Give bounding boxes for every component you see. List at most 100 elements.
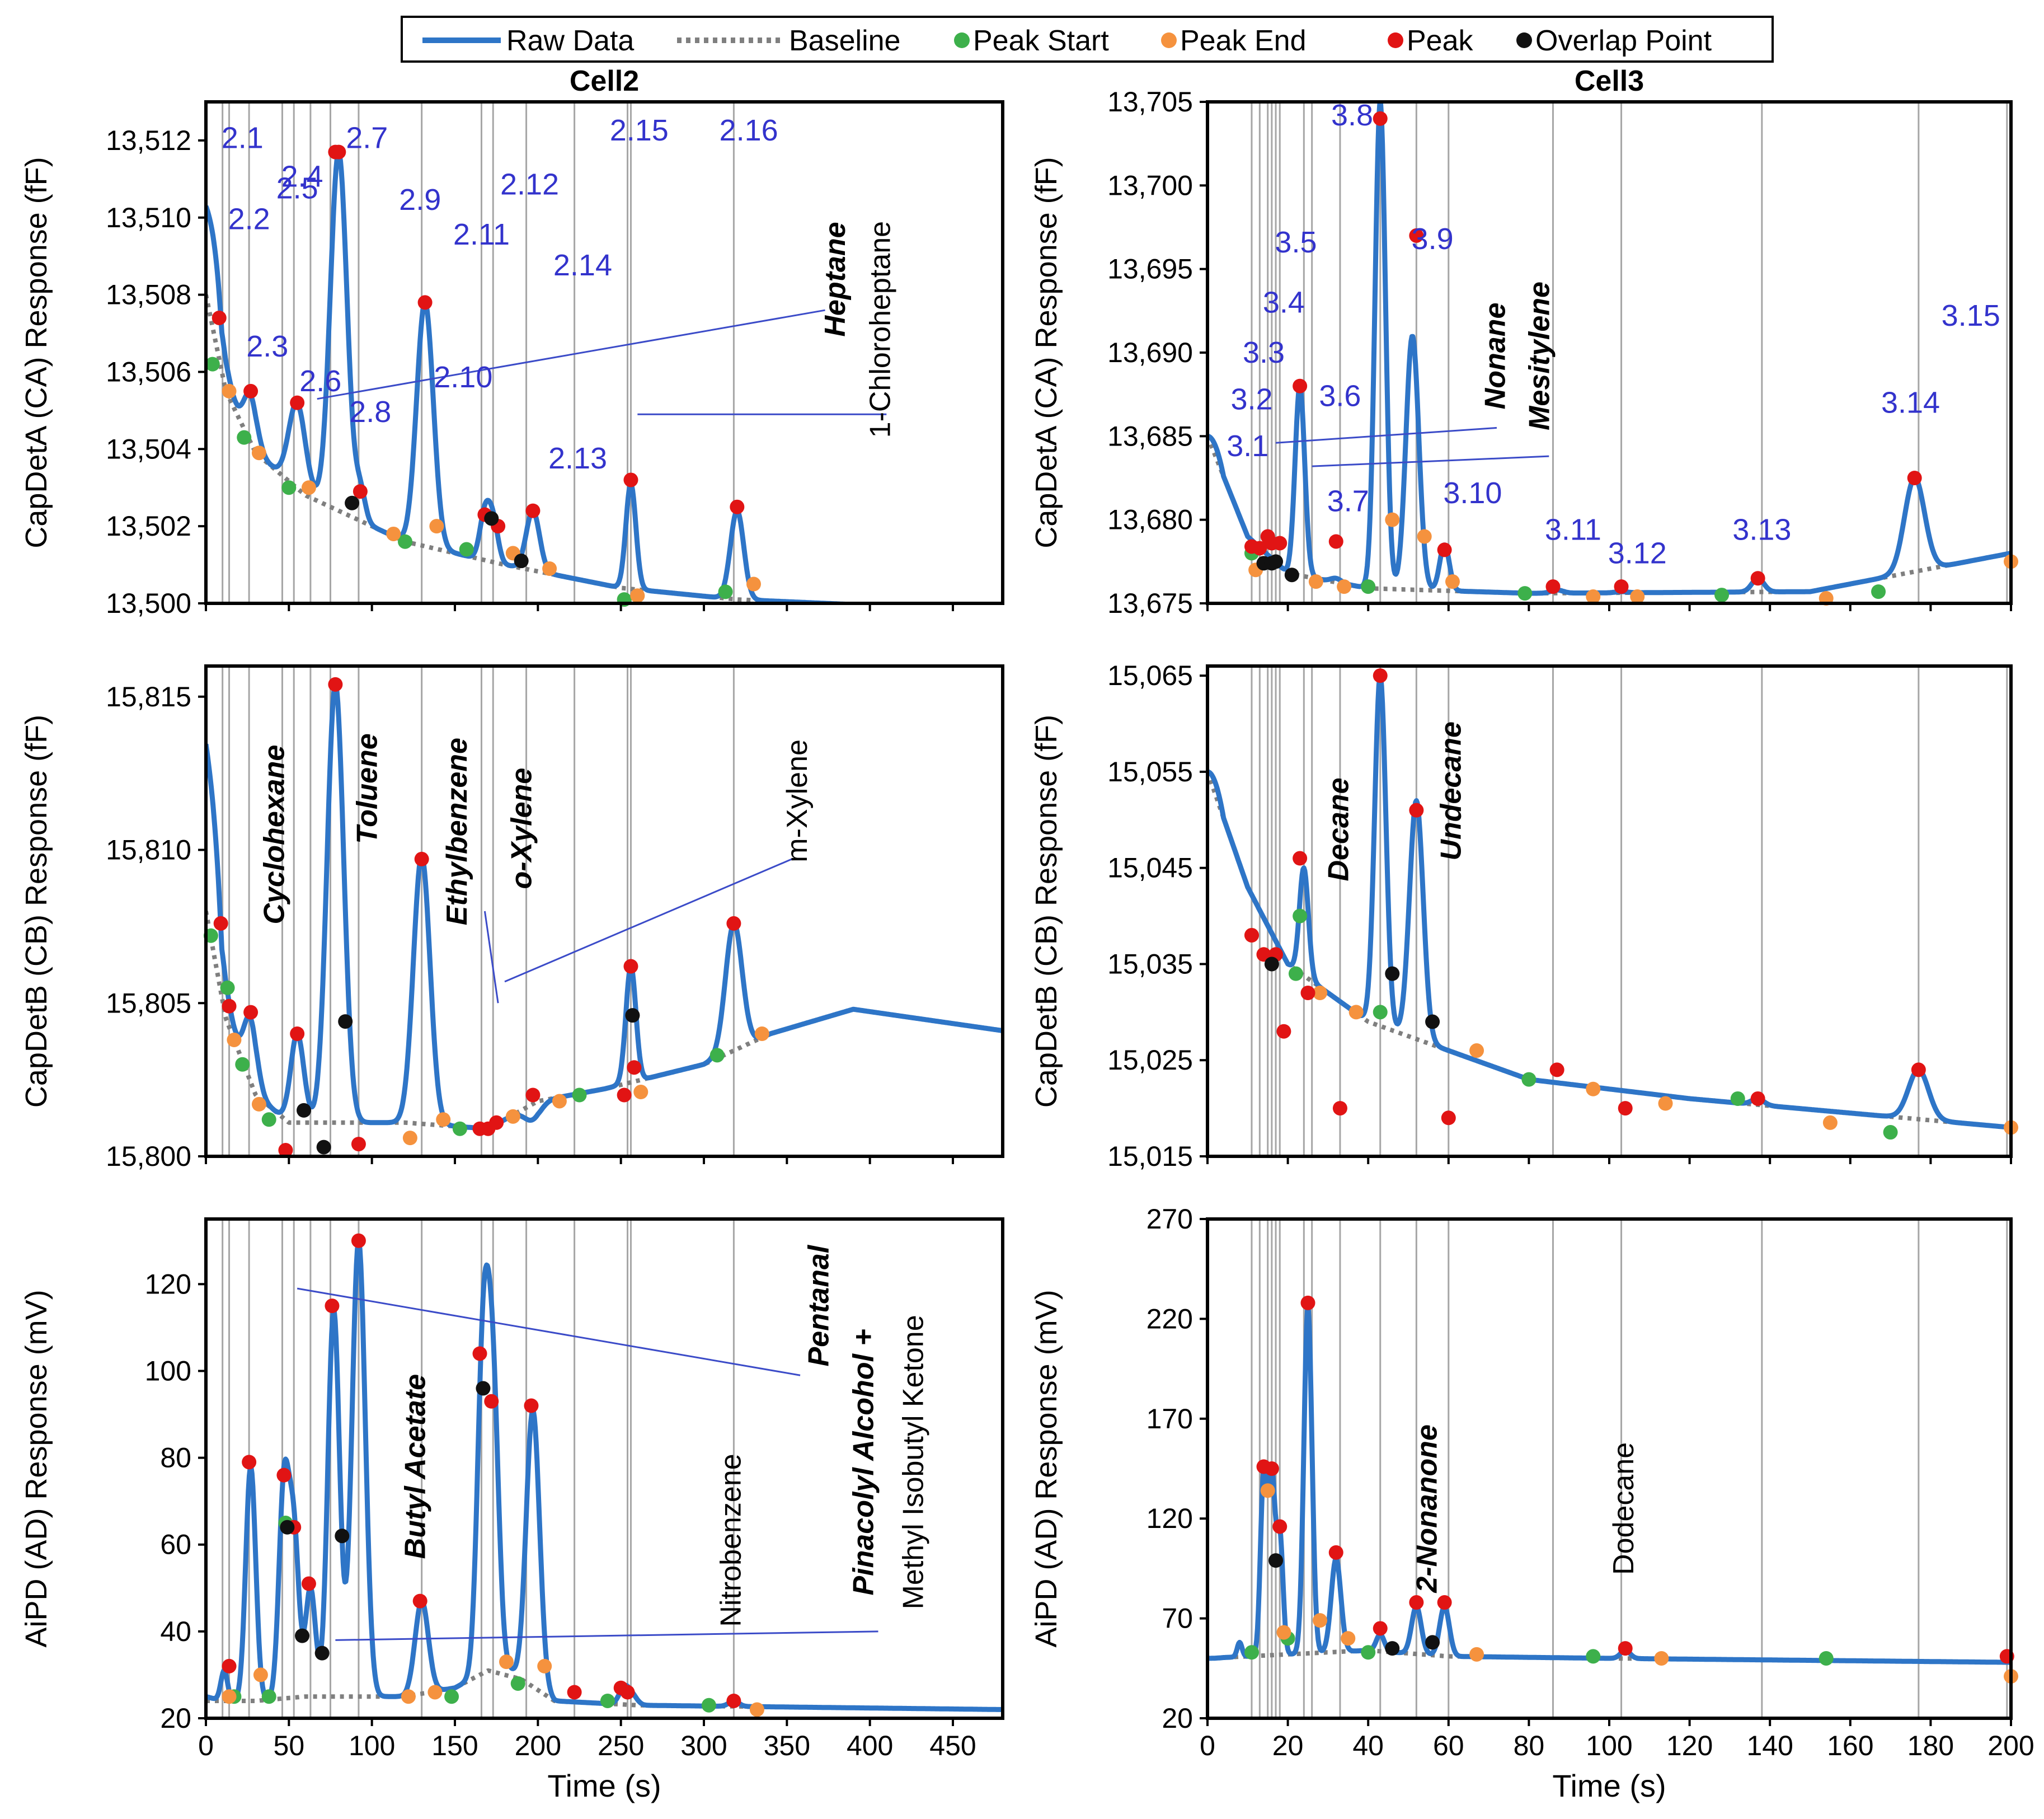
peak_end-point — [1586, 589, 1601, 604]
peak_end-point — [1260, 1483, 1275, 1498]
peak_end-point — [749, 1702, 764, 1717]
peak-markers — [1244, 111, 1922, 594]
peak-label: 2.13 — [548, 442, 607, 475]
peak_end-point — [253, 1667, 268, 1682]
peak_end-point — [1313, 1613, 1328, 1628]
peak_start-point — [718, 584, 733, 599]
compound-annotations: Butyl Acetate Nitrobenzene Pentanal Pinacol… — [400, 1244, 930, 1626]
overlap-point — [314, 1645, 330, 1661]
y-tick-label: 270 — [1146, 1203, 1193, 1235]
peak-point — [617, 1087, 632, 1103]
peak-point — [222, 1658, 237, 1673]
peak-point — [620, 1685, 635, 1700]
overlap-markers — [1256, 554, 1299, 583]
raw-data-series — [1207, 674, 2011, 1130]
leader-line — [1275, 426, 1497, 444]
y-tick-label: 13,500 — [106, 588, 191, 619]
peak-point — [1328, 534, 1343, 549]
overlap-markers — [345, 495, 529, 569]
leader-line — [317, 309, 825, 400]
x-ticks — [1206, 1156, 2012, 1164]
peak_start-point — [1586, 1649, 1601, 1664]
peak_start-point — [1517, 586, 1533, 601]
peak_start-point — [709, 1048, 725, 1063]
x-tick-label: 120 — [1666, 1730, 1713, 1761]
peak-label: 2.9 — [399, 183, 441, 217]
peak-label: 3.11 — [1545, 513, 1601, 547]
peak-point — [1373, 1621, 1388, 1636]
x-tick-label: 250 — [598, 1730, 644, 1761]
peak_end-point — [1658, 1096, 1673, 1111]
compound-annotations: Heptane 1-Chloroheptane — [819, 221, 896, 438]
x-tick-label: 150 — [431, 1730, 478, 1761]
peak-label: 2.16 — [720, 114, 778, 147]
peak-point — [1437, 1595, 1452, 1610]
peak-point — [1911, 1062, 1926, 1077]
peak-label: 3.12 — [1608, 536, 1667, 570]
y-tick-label: 13,675 — [1107, 588, 1193, 619]
peak-label: 2.15 — [610, 114, 669, 147]
peak_end-point — [429, 519, 444, 534]
compound-label: Cyclohexane — [258, 745, 290, 925]
panel-cell3-ca: 3.1 3.2 3.3 3.4 3.5 3.6 3.7 3.8 3.9 3.10 3.113.12 3… — [1030, 86, 2018, 619]
overlap-point — [476, 1381, 491, 1396]
overlap-point — [1268, 1553, 1284, 1568]
compound-label: m-Xylene — [781, 739, 814, 862]
y-tick-label: 13,705 — [1107, 86, 1193, 118]
y-tick-label: 13,508 — [106, 279, 191, 311]
overlap-markers — [1264, 957, 1440, 1029]
x-ticks — [205, 1718, 954, 1726]
y-tick-label: 13,680 — [1107, 504, 1193, 536]
x-tick-label: 160 — [1827, 1730, 1873, 1761]
panels: 2.1 2.2 2.3 2.42.5 2.6 2.7 2.8 2.9 2.10 2.11 2.12 2… — [20, 86, 2034, 1803]
guide-lines — [222, 666, 735, 1156]
legend-item: Overlap Point — [1516, 25, 1712, 57]
compound-label: Pentanal — [803, 1244, 835, 1366]
peak-point — [328, 677, 343, 692]
peak_end-point — [542, 561, 557, 576]
peak_end-point — [505, 1109, 520, 1124]
peak-point — [1293, 851, 1308, 866]
y-tick-label: 15,025 — [1107, 1044, 1193, 1076]
y-tick-label: 15,045 — [1107, 852, 1193, 884]
peak_start-point — [237, 430, 252, 445]
peak_start-point — [701, 1698, 716, 1713]
peak_end-point — [633, 1085, 649, 1100]
peak-point — [1293, 378, 1308, 393]
peak-point — [325, 1298, 340, 1314]
peak-point — [213, 916, 228, 931]
peak-label: 2.2 — [228, 202, 270, 236]
peak_end-point — [1337, 579, 1352, 594]
peak-point — [730, 499, 745, 514]
x-axis-label: Time (s) — [547, 1768, 661, 1803]
peak-point — [1328, 1545, 1343, 1560]
x-tick-label: 100 — [349, 1730, 395, 1761]
y-axis: 15,800 15,805 15,810 15,815 CapDetB (CB) Res… — [20, 681, 206, 1172]
panel-cell2-cb: Cyclohexane Toluene Ethylbenzene o-Xylene m-… — [20, 664, 1004, 1172]
raw-data-series — [206, 1239, 1003, 1712]
peak_end-point — [222, 383, 237, 399]
peak_end-point — [630, 588, 645, 603]
peak-label: 3.8 — [1331, 99, 1373, 132]
peak-point — [351, 1233, 366, 1248]
peak_start-point — [1883, 1125, 1898, 1140]
peak-point — [412, 1593, 427, 1609]
peak_start-point — [1714, 588, 1730, 603]
peak-point — [627, 1060, 642, 1075]
y-tick-label: 20 — [160, 1703, 191, 1734]
peak_start-point — [444, 1689, 459, 1704]
y-tick-label: 13,504 — [106, 433, 191, 465]
peak_end-point — [1313, 986, 1328, 1000]
legend: Raw Data Baseline Peak Start Peak End Peak Ov… — [401, 16, 1774, 63]
peak-point — [1244, 927, 1259, 943]
x-ticks — [205, 603, 954, 611]
compound-label: 2-Nonanone — [1411, 1424, 1443, 1593]
peak-label: 2.8 — [349, 395, 391, 429]
peak_start-point — [572, 1087, 587, 1103]
guide-lines — [1251, 666, 2008, 1156]
peak-markers — [212, 144, 745, 534]
compound-label: Nonane — [1479, 303, 1511, 410]
peak_start-point — [1521, 1072, 1536, 1087]
overlap-markers — [280, 1381, 491, 1661]
overlap-point — [1425, 1014, 1440, 1029]
